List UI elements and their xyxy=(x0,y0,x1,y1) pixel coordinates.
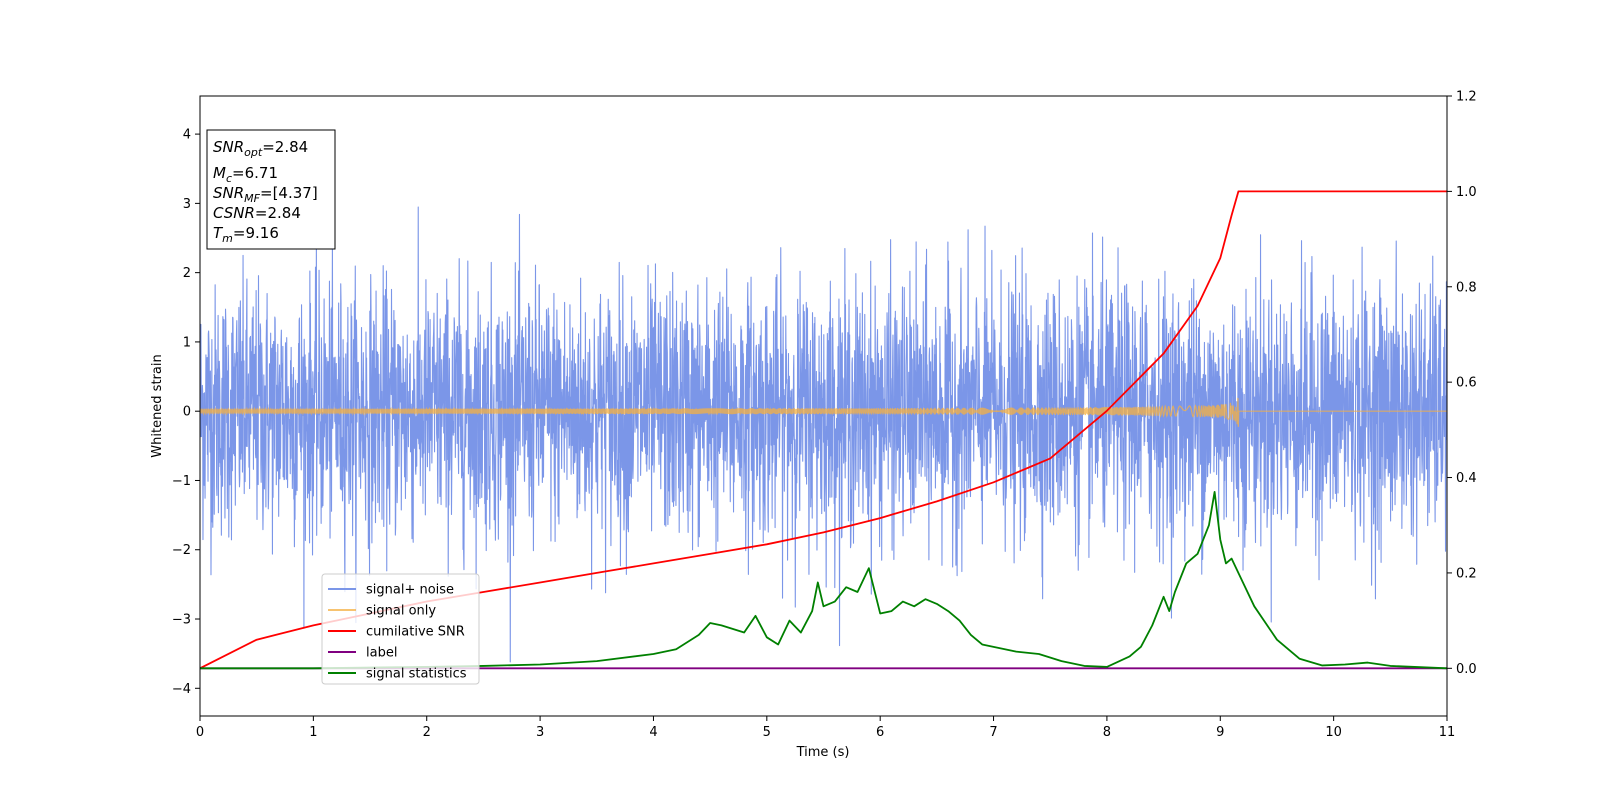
y-right-tick-label: 0.4 xyxy=(1456,471,1477,486)
legend-label: signal+ noise xyxy=(366,583,454,598)
x-tick-label: 3 xyxy=(536,725,544,740)
y-tick-label: −1 xyxy=(172,474,191,489)
annotation-line: CSNR=2.84 xyxy=(213,204,301,222)
legend-frame xyxy=(321,573,480,685)
x-tick-label: 11 xyxy=(1439,725,1456,740)
x-tick-label: 9 xyxy=(1216,725,1224,740)
legend-label: signal statistics xyxy=(366,667,467,682)
x-axis: 0 1 2 3 4 5 6 7 8 9 10 11 xyxy=(196,716,1455,740)
y-right-tick-label: 1.0 xyxy=(1456,185,1477,200)
x-tick-label: 8 xyxy=(1103,725,1111,740)
x-tick-label: 6 xyxy=(876,725,884,740)
y-tick-label: −3 xyxy=(172,613,191,628)
x-tick-label: 5 xyxy=(763,725,771,740)
y-tick-label: −2 xyxy=(172,543,191,558)
legend-label: cumilative SNR xyxy=(366,625,465,640)
y-tick-label: 1 xyxy=(183,335,191,350)
y-tick-label: −4 xyxy=(172,682,191,697)
y-tick-label: 3 xyxy=(183,197,191,212)
annotation-frame xyxy=(206,129,336,250)
x-tick-label: 1 xyxy=(309,725,317,740)
x-tick-label: 4 xyxy=(649,725,657,740)
y-axis-left: −4 −3 −2 −1 0 1 2 3 4 xyxy=(172,128,200,697)
series-line-signal-statistics xyxy=(200,490,1447,670)
annotation-line: Mc=6.71 xyxy=(213,164,278,185)
y-tick-label: 0 xyxy=(183,405,191,420)
annotation-line: Tm=9.16 xyxy=(213,224,279,245)
y-right-tick-label: 0.6 xyxy=(1456,376,1477,391)
legend-label: label xyxy=(366,646,397,661)
annotation-line: SNRopt=2.84 xyxy=(213,138,308,159)
x-tick-label: 0 xyxy=(196,725,204,740)
y-tick-label: 4 xyxy=(183,128,191,143)
y-right-tick-label: 0.8 xyxy=(1456,280,1477,295)
legend-items: signal+ noise signal only cumilative SNR la… xyxy=(328,583,467,682)
legend: signal+ noise signal only cumilative SNR la… xyxy=(321,573,480,685)
x-tick-label: 7 xyxy=(989,725,997,740)
y-right-tick-label: 0.2 xyxy=(1456,566,1477,581)
y-right-tick-label: 0.0 xyxy=(1456,662,1477,677)
y-right-tick-label: 1.2 xyxy=(1456,90,1477,105)
y-tick-label: 2 xyxy=(183,266,191,281)
x-tick-label: 2 xyxy=(423,725,431,740)
annotation-line: SNRMF=[4.37] xyxy=(213,184,318,205)
legend-label: signal only xyxy=(366,604,436,619)
plot-frame xyxy=(199,95,1448,717)
series-line-signal-only xyxy=(200,397,1447,427)
y-axis-label: Whitened strain xyxy=(150,354,165,457)
x-axis-label: Time (s) xyxy=(796,745,850,760)
y-axis-right: 0.0 0.2 0.4 0.6 0.8 1.0 1.2 xyxy=(1447,90,1477,677)
x-tick-label: 10 xyxy=(1325,725,1342,740)
